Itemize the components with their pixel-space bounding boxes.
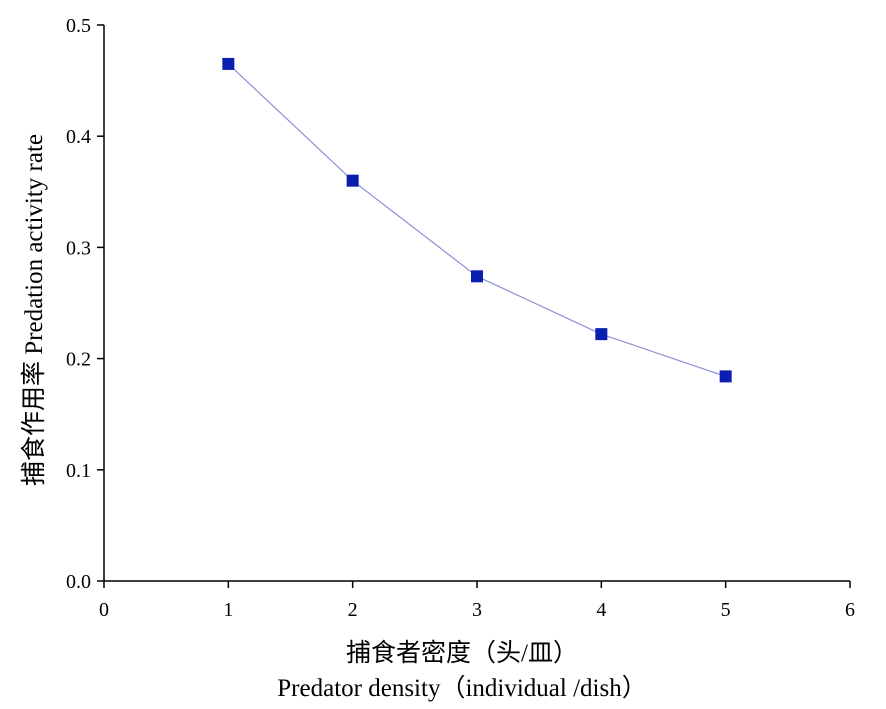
- data-point: [719, 370, 732, 383]
- x-tick-label: 5: [721, 599, 731, 621]
- y-ticks: 0.0 0.1 0.2 0.3 0.4 0.5: [66, 15, 104, 593]
- data-point: [471, 270, 483, 283]
- x-tick-label: 2: [348, 599, 358, 621]
- x-tick-label: 4: [596, 599, 606, 621]
- y-tick-label: 0.2: [66, 349, 91, 371]
- data-point: [222, 57, 235, 70]
- series-line: [227, 63, 726, 377]
- y-tick-label: 0.1: [66, 460, 91, 482]
- y-tick-label: 0.3: [66, 237, 91, 259]
- axes: [103, 25, 850, 582]
- x-ticks: 0 1 2 3 4 5 6: [99, 581, 855, 621]
- y-tick-label: 0.0: [66, 571, 91, 593]
- x-axis-title-zh: 捕食者密度（头/皿）: [346, 639, 578, 667]
- y-axis-title: 捕食作用率 Predation activity rate: [20, 134, 48, 486]
- x-tick-label: 3: [472, 599, 482, 621]
- x-axis-title-en: Predator density（individual /dish）: [277, 674, 646, 702]
- plot-area: [222, 57, 732, 383]
- data-point: [346, 174, 359, 187]
- y-tick-label: 0.4: [66, 126, 91, 148]
- x-tick-label: 6: [845, 599, 855, 621]
- x-tick-label: 1: [223, 599, 233, 621]
- x-tick-label: 0: [99, 599, 109, 621]
- y-tick-label: 0.5: [66, 15, 91, 37]
- data-point: [595, 328, 608, 341]
